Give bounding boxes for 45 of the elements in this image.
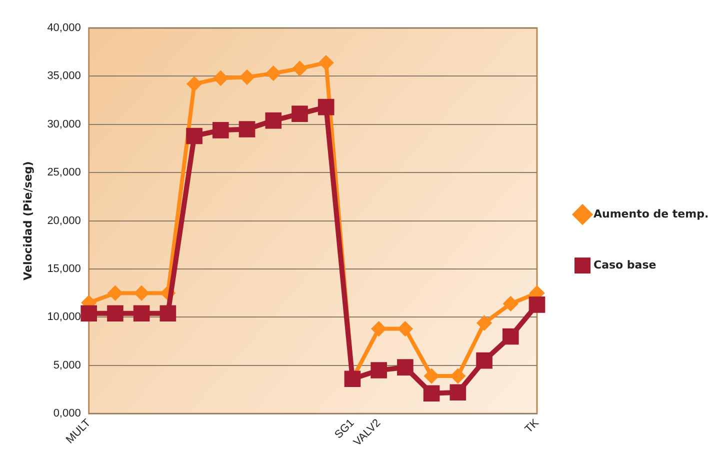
y-tick-label: 30,000 [47,118,81,130]
x-tick-label: TK [522,416,542,436]
point [502,328,519,345]
point [504,296,518,311]
y-tick-label: 0,000 [53,408,81,420]
point [476,352,492,369]
point [292,61,307,76]
point [134,286,149,300]
y-axis-title: Velocidad (Pie/seg) [21,161,34,280]
point [133,305,150,322]
point [318,98,334,116]
y-tick-label: 10,000 [47,311,81,324]
point [266,66,280,80]
point [238,121,256,138]
point [398,322,412,336]
x-tick-label: SG1 [332,417,357,442]
y-tick-label: 5,000 [53,359,81,372]
point [370,362,387,378]
point [108,286,122,300]
y-tick-label: 40,000 [47,22,81,34]
point [450,369,465,384]
point [372,322,386,336]
point [80,305,97,322]
point [450,384,466,401]
y-tick-label: 35,000 [47,70,81,82]
point [424,369,439,384]
point [240,70,254,84]
point [160,305,176,322]
point [292,106,308,122]
point [214,71,228,86]
point [477,316,492,330]
point [397,359,414,376]
point [265,112,282,129]
point [528,296,546,313]
point [187,76,202,91]
y-tick-label: 15,000 [47,263,81,276]
point [107,305,124,322]
legend-label: Aumento de temp. [594,207,709,220]
y-tick-label: 20,000 [47,214,81,227]
point [319,56,334,70]
point [212,122,229,138]
point [423,385,440,402]
point [186,128,202,144]
legend-label: Caso base [594,258,656,272]
y-tick-label: 25,000 [47,166,81,179]
